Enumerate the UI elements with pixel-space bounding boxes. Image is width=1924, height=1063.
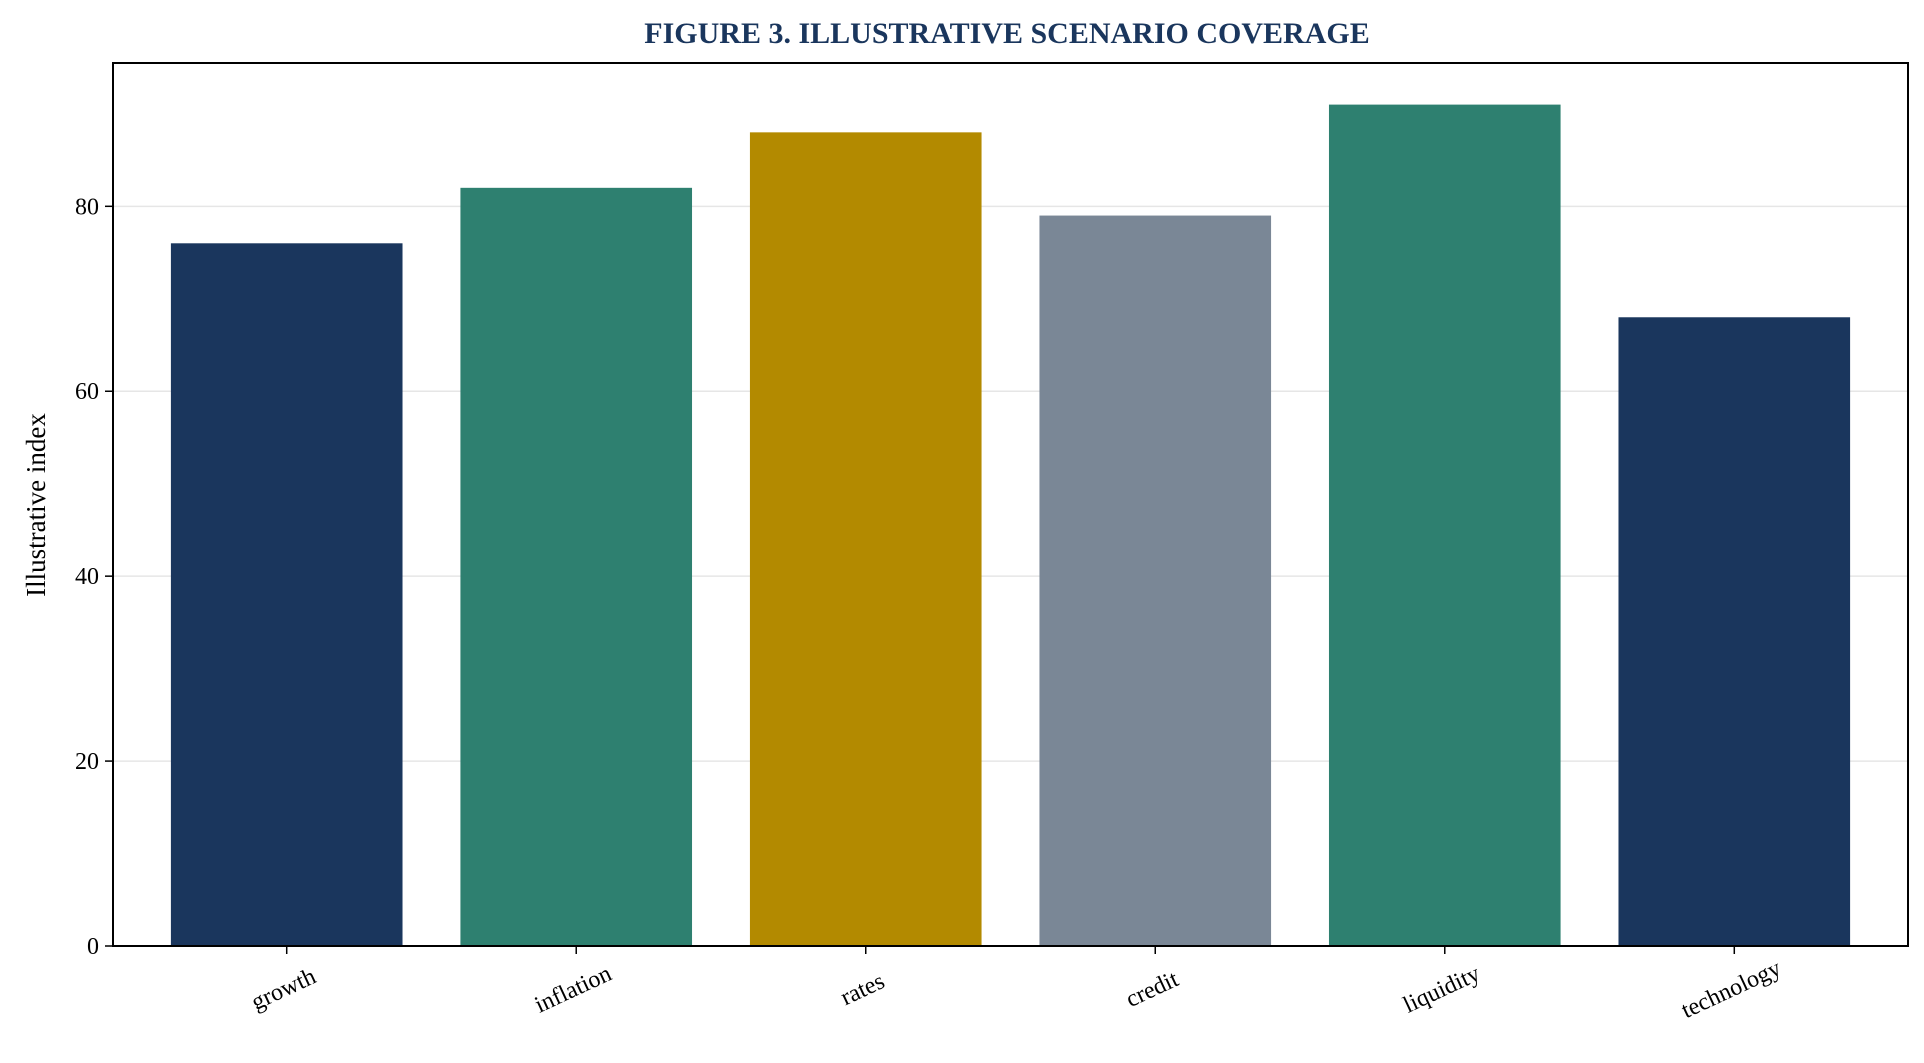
bars	[170, 104, 1851, 947]
y-tick-label: 80	[75, 194, 99, 220]
x-tick-label: credit	[1122, 966, 1183, 1013]
bar-technology	[1618, 317, 1851, 946]
bar-rates	[749, 132, 982, 946]
y-axis-ticks: 0 20 40 60 80	[75, 194, 113, 960]
y-tick-label: 40	[75, 564, 99, 590]
y-tick-label: 0	[87, 934, 99, 960]
y-axis-label: Illustrative index	[21, 413, 51, 597]
y-tick-label: 60	[75, 379, 99, 405]
bar-growth	[170, 243, 403, 946]
bar-inflation	[460, 187, 693, 946]
plot-frame	[112, 62, 1909, 947]
x-tick-label: technology	[1678, 955, 1786, 1024]
x-tick-label: liquidity	[1399, 961, 1484, 1019]
grid-lines	[113, 205, 1908, 762]
y-tick-label: 20	[75, 749, 99, 775]
x-tick-label: rates	[837, 968, 889, 1011]
x-tick-label: growth	[247, 964, 320, 1016]
bar-credit	[1039, 215, 1272, 947]
bar-liquidity	[1328, 104, 1561, 947]
x-axis-ticks: growth inflation rates credit liquidity techn…	[247, 946, 1785, 1024]
chart-title: FIGURE 3. ILLUSTRATIVE SCENARIO COVERAGE	[644, 17, 1369, 50]
x-tick-label: inflation	[531, 961, 616, 1019]
